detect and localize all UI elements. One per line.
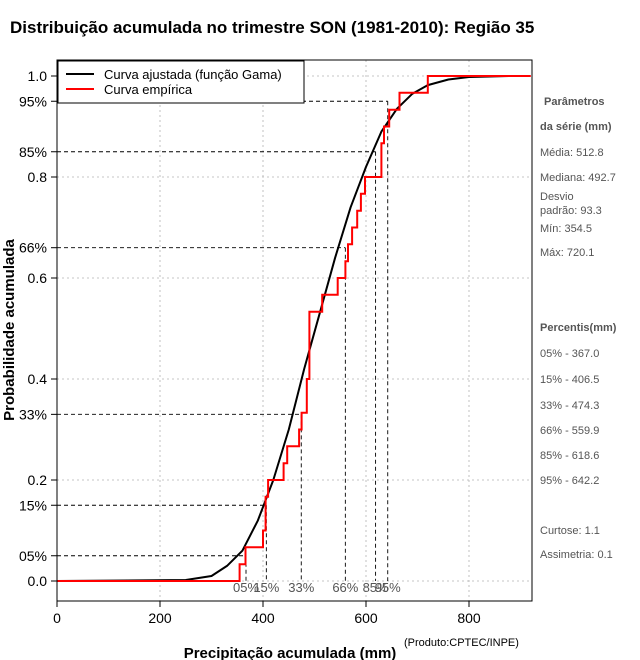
legend: Curva ajustada (função Gama) Curva empír… (57, 60, 305, 104)
percentile-y-label: 85% (19, 144, 47, 160)
chart-title: Distribuição acumulada no trimestre SON … (10, 18, 535, 37)
legend-label-empirical: Curva empírica (104, 82, 193, 97)
percentil-85: 85% - 618.6 (540, 450, 600, 462)
x-tick-label: 800 (457, 610, 481, 626)
percentile-x-label: 15% (253, 580, 279, 595)
percentile-y-label: 95% (19, 93, 47, 109)
y-tick-label: 0.0 (28, 573, 48, 589)
percentile-guides: 05%05%15%15%33%33%66%66%85%85%95%95% (19, 93, 401, 595)
legend-box (57, 60, 305, 104)
y-axis-label: Probabilidade acumulada (1, 238, 18, 420)
grid-lines (56, 60, 532, 601)
percentil-05: 05% - 367.0 (540, 348, 600, 360)
percentile-x-label: 05% (233, 580, 259, 595)
credit-note: (Produto:CPTEC/INPE) (404, 637, 519, 649)
x-axis-label: Precipitação acumulada (mm) (184, 645, 397, 660)
x-tick-label: 600 (354, 610, 378, 626)
percentile-x-label: 95% (375, 580, 401, 595)
y-tick-label: 0.4 (28, 371, 48, 387)
axis-ticks: 0 200 400 600 800 0.0 0.2 0.4 0.6 0.8 1.0 (28, 68, 481, 626)
percentile-x-label: 33% (288, 580, 314, 595)
y-tick-label: 0.8 (28, 169, 48, 185)
x-tick-label: 0 (53, 610, 61, 626)
stat-min: Mín: 354.5 (540, 223, 592, 235)
percentile-y-label: 15% (19, 497, 47, 513)
fitted-gamma-curve (56, 75, 511, 582)
stat-mediana: Mediana: 492.7 (540, 172, 616, 184)
stat-desvio-label: Desvio (540, 191, 574, 203)
y-tick-label: 0.2 (28, 472, 48, 488)
y-tick-label: 1.0 (28, 68, 48, 84)
percentile-x-label: 85% (363, 580, 389, 595)
percentil-33: 33% - 474.3 (540, 400, 600, 412)
stat-media: Média: 512.8 (540, 147, 604, 159)
stat-max: Máx: 720.1 (540, 247, 595, 259)
y-tick-label: 0.6 (28, 270, 48, 286)
plot-frame (56, 59, 533, 602)
x-tick-label: 200 (148, 610, 172, 626)
percentil-66: 66% - 559.9 (540, 425, 600, 437)
percentile-x-label: 66% (332, 580, 358, 595)
legend-label-fitted: Curva ajustada (função Gama) (104, 67, 282, 82)
data-series (56, 75, 531, 582)
percentis-heading: Percentis(mm) (540, 322, 617, 334)
params-heading: Parâmetros (544, 96, 605, 108)
percentil-95: 95% - 642.2 (540, 475, 600, 487)
stat-assimetria: Assimetria: 0.1 (540, 549, 613, 561)
percentile-y-label: 66% (19, 240, 47, 256)
empirical-step-curve (57, 75, 531, 582)
percentil-15: 15% - 406.5 (540, 374, 600, 386)
stat-desvio-value: padrão: 93.3 (540, 205, 602, 217)
x-tick-label: 400 (251, 610, 275, 626)
percentile-y-label: 33% (19, 406, 47, 422)
percentile-y-label: 05% (19, 548, 47, 564)
stat-curtose: Curtose: 1.1 (540, 525, 600, 537)
params-heading-2: da série (mm) (540, 121, 612, 133)
